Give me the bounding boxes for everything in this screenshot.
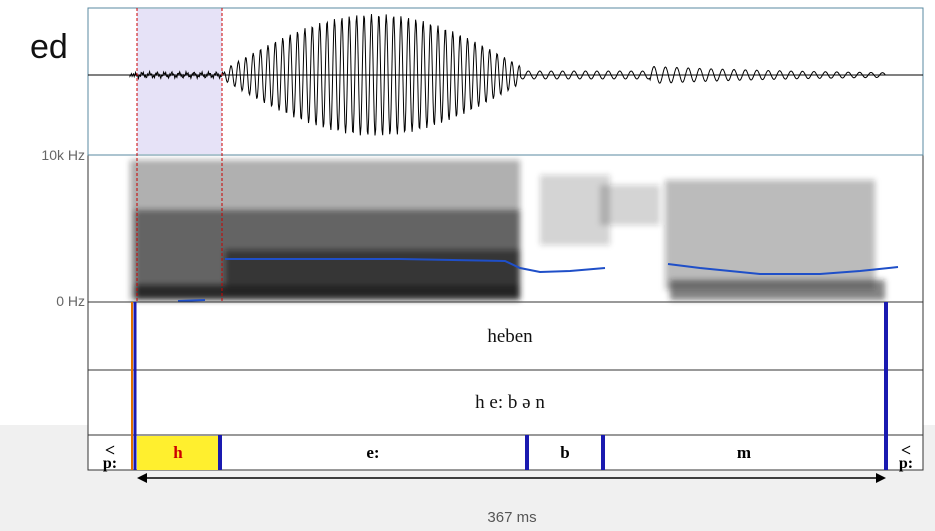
selection: [137, 9, 222, 154]
segment-label: p:: [103, 455, 117, 472]
spectrogram-band: [135, 285, 520, 300]
waveform-path: [129, 14, 890, 136]
segment-label: <: [105, 440, 115, 460]
segment-label: m: [737, 443, 751, 462]
duration-label: 367 ms: [487, 509, 536, 526]
waveform: [129, 14, 890, 136]
tool-panel: [87, 7, 924, 471]
segment-label: b: [560, 443, 569, 462]
segment-label: p:: [899, 455, 913, 472]
spectrogram: [130, 160, 885, 300]
segment-label: h: [173, 443, 183, 462]
segment-label: e:: [366, 443, 379, 462]
axis-label-top: 10k Hz: [41, 147, 85, 163]
word-label: heben: [487, 326, 533, 347]
pitch-track: [177, 258, 899, 302]
segment-highlight: [137, 436, 220, 470]
spectrogram-band: [600, 185, 660, 225]
pitch-line: [177, 299, 206, 302]
phoneme-label: h e: b ə n: [475, 392, 545, 413]
pitch-line: [225, 258, 606, 274]
left-text: ed: [30, 28, 68, 66]
axis-label-bottom: 0 Hz: [56, 293, 85, 309]
segment-label: <: [901, 440, 911, 460]
duration-arrow: [137, 473, 886, 483]
spectrogram-band: [670, 280, 885, 300]
spectrogram-band: [540, 175, 610, 245]
pitch-line: [667, 263, 899, 275]
